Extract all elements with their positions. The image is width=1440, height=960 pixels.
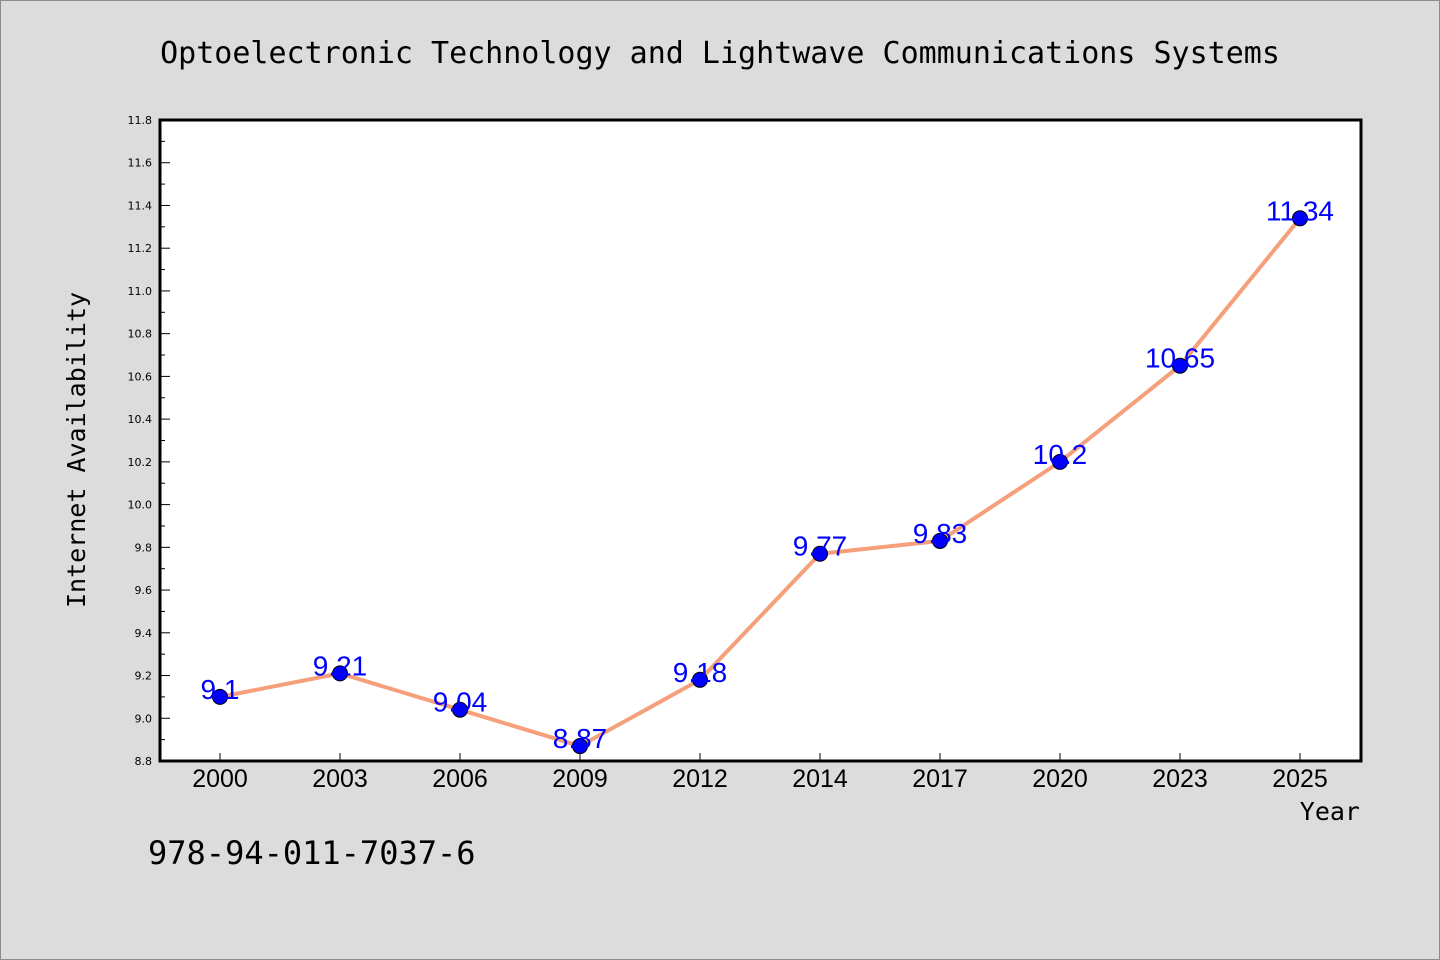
y-tick-label: 11.4 <box>128 199 153 212</box>
y-tick-label: 10.2 <box>128 456 153 469</box>
data-point <box>212 688 228 705</box>
data-point <box>1052 453 1068 470</box>
y-tick-label: 9.4 <box>135 627 153 640</box>
series-markers <box>212 210 1308 755</box>
y-tick-label: 10.8 <box>128 328 153 341</box>
x-axis: 2000 2003 2006 2009 2012 2014 2017 2020 2023 2025 <box>192 753 1328 793</box>
data-point <box>572 738 588 755</box>
data-label: 10.2 <box>1033 439 1088 470</box>
data-point <box>1292 210 1308 227</box>
y-tick-label: 9.8 <box>135 541 153 554</box>
data-label: 9.04 <box>433 687 488 718</box>
x-tick-label: 2020 <box>1032 765 1088 793</box>
y-tick-label: 9.0 <box>135 712 153 725</box>
y-tick-label: 9.6 <box>135 584 153 597</box>
data-point <box>812 545 828 562</box>
data-label: 9.18 <box>673 657 728 688</box>
data-label: 11.34 <box>1266 195 1334 226</box>
chart-title: Optoelectronic Technology and Lightwave … <box>160 36 1280 71</box>
y-tick-label: 10.0 <box>128 499 153 512</box>
y-tick-label: 8.8 <box>135 755 153 768</box>
plot-border <box>158 118 1363 763</box>
y-axis-label: Internet Availability <box>62 292 91 608</box>
data-point <box>452 701 468 718</box>
x-tick-label: 2014 <box>792 765 848 793</box>
isbn-footer: 978-94-011-7037-6 <box>148 834 476 872</box>
y-tick-label: 11.8 <box>128 114 153 127</box>
x-tick-label: 2003 <box>312 765 368 793</box>
x-tick-label: 2025 <box>1272 765 1328 793</box>
plot-area <box>160 120 1361 761</box>
y-tick-label: 9.2 <box>135 670 153 683</box>
data-point <box>692 671 708 688</box>
y-tick-label: 10.4 <box>128 413 153 426</box>
x-tick-label: 2006 <box>432 765 488 793</box>
x-tick-label: 2000 <box>192 765 248 793</box>
y-tick-label: 11.6 <box>128 157 153 170</box>
y-tick-label: 11.0 <box>128 285 153 298</box>
series-line <box>218 216 1302 749</box>
data-label: 9.21 <box>313 650 368 681</box>
data-labels: 9.1 9.21 9.04 8.87 9.18 9.77 9.83 10.2 10.65 11.3… <box>201 195 1334 754</box>
data-label: 9.77 <box>793 531 848 562</box>
x-tick-label: 2009 <box>552 765 608 793</box>
data-point <box>1172 357 1188 374</box>
data-label: 9.1 <box>201 674 240 705</box>
x-axis-label: Year <box>1300 797 1360 826</box>
x-tick-label: 2012 <box>672 765 728 793</box>
data-label: 9.83 <box>913 518 968 549</box>
x-tick-label: 2023 <box>1152 765 1208 793</box>
data-label: 8.87 <box>553 723 608 754</box>
y-tick-label: 11.2 <box>128 242 153 255</box>
x-tick-label: 2017 <box>912 765 968 793</box>
data-label: 10.65 <box>1145 343 1215 374</box>
y-tick-label: 10.6 <box>128 370 153 383</box>
data-point <box>932 532 948 549</box>
data-point <box>332 665 348 682</box>
y-axis: 8.8 9.0 9.2 9.4 9.6 9.8 10.0 10.2 10.4 10.6 10.8 11… <box>128 114 170 768</box>
